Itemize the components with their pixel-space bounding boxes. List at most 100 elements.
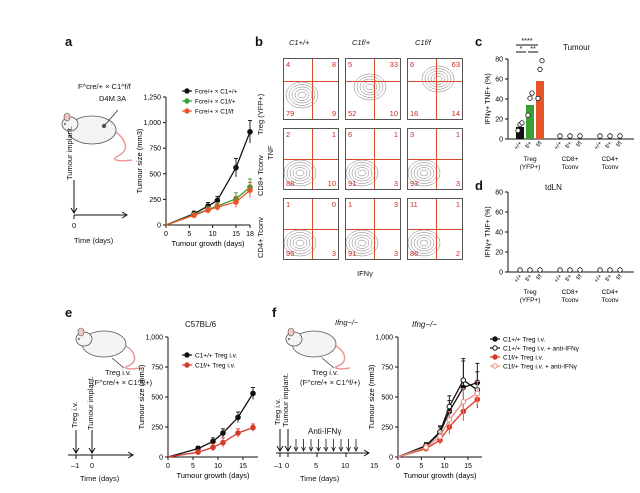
replicate-point <box>529 90 535 96</box>
contour-ring <box>419 169 429 177</box>
quadrant-percent: 95 <box>286 249 295 258</box>
legend-marker <box>492 336 498 342</box>
quadrant-percent: 52 <box>348 109 357 118</box>
sig-label: **** <box>522 38 533 45</box>
x-tick-label: 0 <box>166 463 170 470</box>
y-tick-label: 20 <box>495 117 503 124</box>
data-point <box>247 187 253 193</box>
panel-b-row-label-2: CD4+ Tconv <box>256 217 265 258</box>
panel-f-timeline-xlabel: Time (days) <box>300 474 340 483</box>
data-point <box>235 414 241 421</box>
contour-ring <box>354 237 370 249</box>
panel-b-col-header-2: C1f/f <box>415 38 431 47</box>
y-tick-label: 750 <box>151 365 163 372</box>
panel-a-mouse-label: D4M.3A <box>99 94 127 103</box>
x-tick-label: f/+ <box>565 140 574 149</box>
y-tick-label: 20 <box>495 250 503 257</box>
flow-contour <box>284 229 317 257</box>
quadrant-percent: 10 <box>389 109 398 118</box>
x-tick-label: 5 <box>191 463 195 470</box>
y-tick-label: 250 <box>149 197 161 204</box>
contour-ring <box>292 167 308 179</box>
group-label-sub: Tconv <box>562 297 580 304</box>
gate-line-h <box>408 159 462 160</box>
series-line-2 <box>397 398 478 458</box>
gate-line-v <box>312 129 313 189</box>
quadrant-percent: 0 <box>331 200 336 209</box>
replicate-point <box>517 267 523 273</box>
series-line-0 <box>397 381 478 458</box>
contour-ring <box>351 234 373 252</box>
anti-ifng-arrowhead <box>338 446 344 452</box>
quadrant-percent: 91 <box>348 249 357 258</box>
contour-ring <box>413 234 435 252</box>
anti-ifng-arrowhead <box>323 446 329 452</box>
data-point <box>191 212 197 219</box>
group-label-sub: (YFP+) <box>520 297 541 304</box>
mouse-illustration-a <box>61 109 133 162</box>
panel-a-timeline-zero: 0 <box>72 221 77 230</box>
panel-e-timeline <box>68 430 134 459</box>
data-point <box>474 390 481 397</box>
sig-label: * <box>520 46 523 53</box>
anti-ifng-arrowhead <box>308 446 314 452</box>
series-line-2 <box>165 189 251 226</box>
replicate-point <box>567 267 573 273</box>
y-tick-label: 1,000 <box>375 335 393 342</box>
y-tick-label: 1,250 <box>143 95 161 102</box>
contour-ring <box>294 89 310 101</box>
bar <box>516 127 524 139</box>
contour-ring <box>346 159 379 187</box>
data-point <box>220 430 226 436</box>
data-point <box>446 403 453 410</box>
x-tick-label: f/f <box>616 273 624 281</box>
x-tick-label: f/f <box>616 140 624 148</box>
panel-f-donor-label: (F^cre/+ × C1^f/+) <box>300 378 361 387</box>
group-label: CD8+ <box>562 289 579 296</box>
anti-ifng-arrowhead <box>353 446 359 452</box>
contour-ring <box>292 237 308 249</box>
contour-ring <box>357 239 367 247</box>
gate-line-v <box>436 59 437 119</box>
gate-line-h <box>284 159 338 160</box>
contour-ring <box>354 167 370 179</box>
panel-e-timeline-xlabel: Time (days) <box>80 474 120 483</box>
quadrant-percent: 1 <box>393 130 398 139</box>
quadrant-percent: 3 <box>455 179 460 188</box>
flow-plot-r0-c1: 5 33 52 10 <box>345 58 401 120</box>
quadrant-percent: 33 <box>389 60 398 69</box>
x-tick-label: f/f <box>536 273 544 281</box>
y-tick-label: 0 <box>159 455 163 462</box>
series-line-0 <box>167 393 254 458</box>
panel-a-timeline-label: Tumour implant. <box>65 126 74 180</box>
quadrant-percent: 88 <box>286 179 295 188</box>
x-tick-label: 15 <box>464 463 472 470</box>
contour-ring <box>286 232 314 254</box>
panel-b-y-axis: TNF <box>266 145 275 160</box>
data-point <box>437 433 443 440</box>
group-label-sub: Tconv <box>562 164 580 171</box>
y-tick-label: 750 <box>381 365 393 372</box>
replicate-point <box>577 133 583 139</box>
flow-plot-r1-c1: 6 1 91 3 <box>345 128 401 190</box>
legend-marker <box>184 108 190 114</box>
x-tick-label: 10 <box>209 231 217 238</box>
group-label: Treg <box>523 289 537 296</box>
quadrant-percent: 1 <box>348 200 353 209</box>
quadrant-percent: 63 <box>451 60 460 69</box>
y-tick-label: 40 <box>495 97 503 104</box>
panel-b-col-header-0: C1+/+ <box>289 38 310 47</box>
data-point <box>247 129 253 135</box>
x-tick-label: f/f <box>536 140 544 148</box>
x-tick-label: f/+ <box>605 273 614 282</box>
y-tick-label: 500 <box>151 395 163 402</box>
contour-ring <box>289 164 311 182</box>
panel-b-x-axis: IFNγ <box>357 269 373 278</box>
panel-f-timeline-tumour: Tumour implant. <box>281 373 290 427</box>
replicate-point <box>617 267 623 273</box>
series-line-0 <box>165 131 251 226</box>
flow-contour <box>408 229 441 257</box>
